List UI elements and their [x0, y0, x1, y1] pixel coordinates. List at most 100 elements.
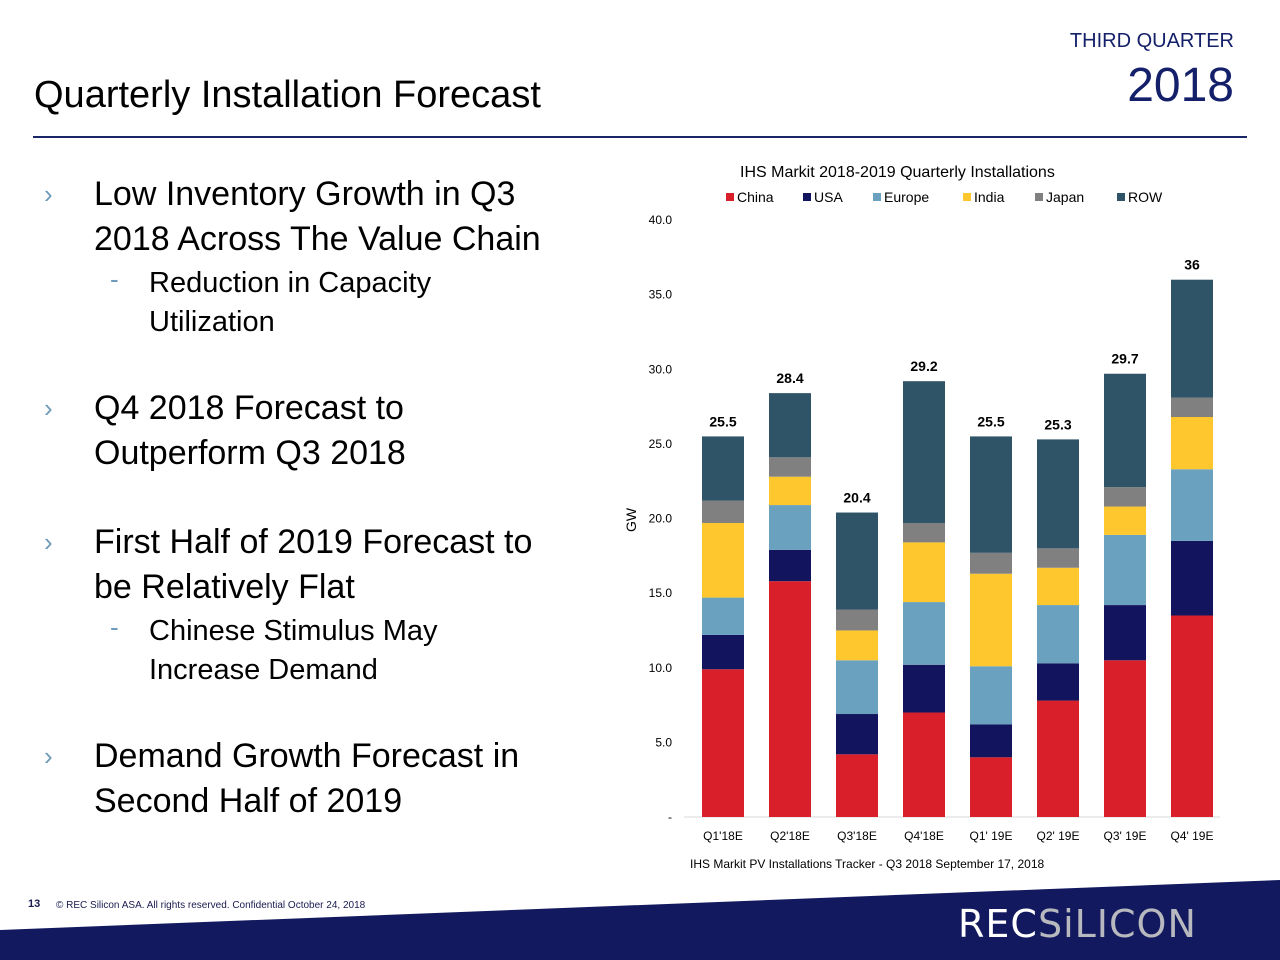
bar-segment-usa: [970, 724, 1012, 758]
bar-segment-row: [970, 436, 1012, 553]
legend-item-europe: Europe: [873, 189, 963, 205]
total-data-label: 25.5: [977, 413, 1004, 429]
sub-bullet-text: Utilization: [149, 306, 275, 338]
x-tick-label: Q1'18E: [703, 829, 743, 843]
bar-segment-japan: [903, 522, 945, 543]
sub-bullet-text: Reduction in Capacity: [149, 267, 432, 299]
bullet-text: First Half of 2019 Forecast to: [94, 523, 533, 561]
bar-segment-row: [836, 512, 878, 610]
legend-swatch: [873, 193, 881, 201]
bar-segment-japan: [1104, 487, 1146, 507]
dash-icon: -: [110, 612, 119, 642]
bar-segment-europe: [1104, 534, 1146, 606]
y-tick-label: 25.0: [649, 437, 673, 451]
bar-segment-row: [769, 393, 811, 458]
bar-segment-usa: [836, 714, 878, 755]
chart-source-note: IHS Markit PV Installations Tracker - Q3…: [690, 857, 1044, 871]
legend-swatch: [1117, 193, 1125, 201]
y-tick-label: 15.0: [649, 586, 673, 600]
chevron-right-icon: ›: [44, 393, 53, 423]
x-tick-label: Q1' 19E: [970, 829, 1013, 843]
y-tick-label: 40.0: [649, 213, 673, 227]
x-tick-label: Q3'18E: [837, 829, 877, 843]
year-label: 2018: [1127, 59, 1234, 112]
bar-segment-europe: [1037, 605, 1079, 664]
bar-segment-row: [1037, 439, 1079, 549]
chart-title: IHS Markit 2018-2019 Quarterly Installat…: [740, 164, 1055, 181]
bar-segment-india: [1037, 567, 1079, 606]
bar-segment-europe: [903, 602, 945, 665]
bar-segment-europe: [836, 660, 878, 715]
bar-segment-india: [702, 522, 744, 598]
stacked-bar-chart: - 5.0 10.0 15.0 20.0 25.0 30.0 35.0 40.0 GW 25.5 Q1…: [623, 213, 1220, 871]
bar-segment-china: [1037, 700, 1079, 817]
bar-segment-europe: [1171, 469, 1213, 541]
total-data-label: 20.4: [843, 490, 870, 506]
bar-segment-india: [1171, 417, 1213, 470]
bar-segment-india: [970, 573, 1012, 667]
bar-segment-india: [903, 542, 945, 603]
legend-label: Europe: [884, 189, 930, 205]
bar-segment-china: [702, 669, 744, 817]
bar-segment-row: [903, 381, 945, 523]
bullet-item: › Demand Growth Forecast in Second Half …: [34, 734, 594, 824]
legend-label: China: [737, 189, 774, 205]
bar-segment-india: [836, 630, 878, 661]
bullet-item: › Q4 2018 Forecast to Outperform Q3 2018: [34, 386, 594, 476]
bar-segment-usa: [903, 664, 945, 713]
bullet-text: Outperform Q3 2018: [94, 434, 406, 472]
bar-segment-usa: [1171, 540, 1213, 616]
y-tick-label: 20.0: [649, 512, 673, 526]
bullet-text: 2018 Across The Value Chain: [94, 220, 541, 258]
total-data-label: 29.7: [1111, 351, 1138, 367]
bullet-item: › Low Inventory Growth in Q3 2018 Across…: [34, 172, 594, 262]
x-tick-label: Q4' 19E: [1171, 829, 1214, 843]
bullet-text: be Relatively Flat: [94, 568, 355, 606]
legend-item-japan: Japan: [1035, 189, 1117, 205]
bullet-text: Second Half of 2019: [94, 782, 403, 820]
bar-segment-europe: [769, 505, 811, 550]
bar-segment-china: [1171, 615, 1213, 817]
bar-segment-usa: [702, 634, 744, 670]
bar-segment-usa: [1104, 605, 1146, 661]
bar-segment-usa: [1037, 663, 1079, 701]
x-tick-label: Q2'18E: [770, 829, 810, 843]
bar-segment-japan: [769, 457, 811, 477]
total-data-label: 25.5: [709, 413, 736, 429]
y-tick-label: 35.0: [649, 288, 673, 302]
bar-segment-europe: [970, 666, 1012, 725]
dash-icon: -: [110, 264, 119, 294]
bar-segment-japan: [702, 500, 744, 523]
legend-label: India: [974, 189, 1005, 205]
page-number: 13: [28, 898, 41, 910]
bar-segment-usa: [769, 549, 811, 582]
bar-segment-india: [1104, 506, 1146, 535]
footer-copyright: © REC Silicon ASA. All rights reserved. …: [56, 900, 366, 911]
legend-swatch: [726, 193, 734, 201]
legend-label: USA: [814, 189, 843, 205]
legend-item-china: China: [726, 189, 803, 205]
y-axis-label: GW: [623, 507, 639, 532]
bar-segment-china: [1104, 660, 1146, 817]
bar-segment-china: [836, 754, 878, 817]
total-data-label: 28.4: [776, 370, 803, 386]
total-data-label: 25.3: [1044, 416, 1071, 432]
legend-item-row: ROW: [1117, 189, 1199, 205]
y-tick-label: 5.0: [655, 735, 672, 749]
bullet-text: Q4 2018 Forecast to: [94, 389, 404, 427]
logo-silicon: SiLICON: [1037, 902, 1197, 946]
bar-segment-europe: [702, 597, 744, 635]
legend-swatch: [803, 193, 811, 201]
bullet-list: › Low Inventory Growth in Q3 2018 Across…: [34, 172, 594, 824]
bar-segment-japan: [970, 552, 1012, 574]
legend-swatch: [963, 193, 971, 201]
y-tick-label: -: [668, 810, 672, 824]
sub-bullet-text: Chinese Stimulus May: [149, 615, 438, 647]
legend-label: Japan: [1046, 189, 1085, 205]
logo-rec: REC: [958, 902, 1038, 946]
y-tick-label: 10.0: [649, 661, 673, 675]
bar-segment-row: [1104, 373, 1146, 488]
legend-swatch: [1035, 193, 1043, 201]
total-data-label: 36: [1184, 257, 1200, 273]
